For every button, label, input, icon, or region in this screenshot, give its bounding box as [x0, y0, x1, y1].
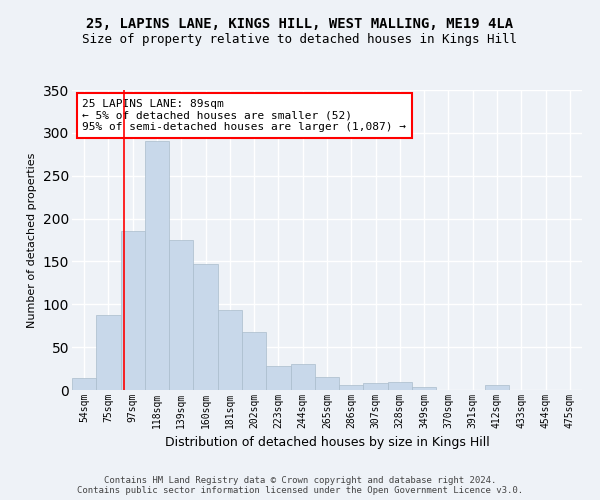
Y-axis label: Number of detached properties: Number of detached properties [27, 152, 37, 328]
X-axis label: Distribution of detached houses by size in Kings Hill: Distribution of detached houses by size … [164, 436, 490, 450]
Bar [72, 378, 96, 390]
Bar [121, 232, 145, 390]
Text: Contains HM Land Registry data © Crown copyright and database right 2024.
Contai: Contains HM Land Registry data © Crown c… [77, 476, 523, 495]
Bar [388, 382, 412, 390]
Bar [315, 377, 339, 390]
Text: Size of property relative to detached houses in Kings Hill: Size of property relative to detached ho… [83, 32, 517, 46]
Bar [364, 383, 388, 390]
Bar [339, 385, 364, 390]
Text: 25, LAPINS LANE, KINGS HILL, WEST MALLING, ME19 4LA: 25, LAPINS LANE, KINGS HILL, WEST MALLIN… [86, 18, 514, 32]
Bar [218, 310, 242, 390]
Bar [412, 388, 436, 390]
Bar [169, 240, 193, 390]
Text: 25 LAPINS LANE: 89sqm
← 5% of detached houses are smaller (52)
95% of semi-detac: 25 LAPINS LANE: 89sqm ← 5% of detached h… [82, 99, 406, 132]
Bar [96, 314, 121, 390]
Bar [290, 364, 315, 390]
Bar [145, 142, 169, 390]
Bar [193, 264, 218, 390]
Bar [266, 366, 290, 390]
Bar [485, 385, 509, 390]
Bar [242, 332, 266, 390]
